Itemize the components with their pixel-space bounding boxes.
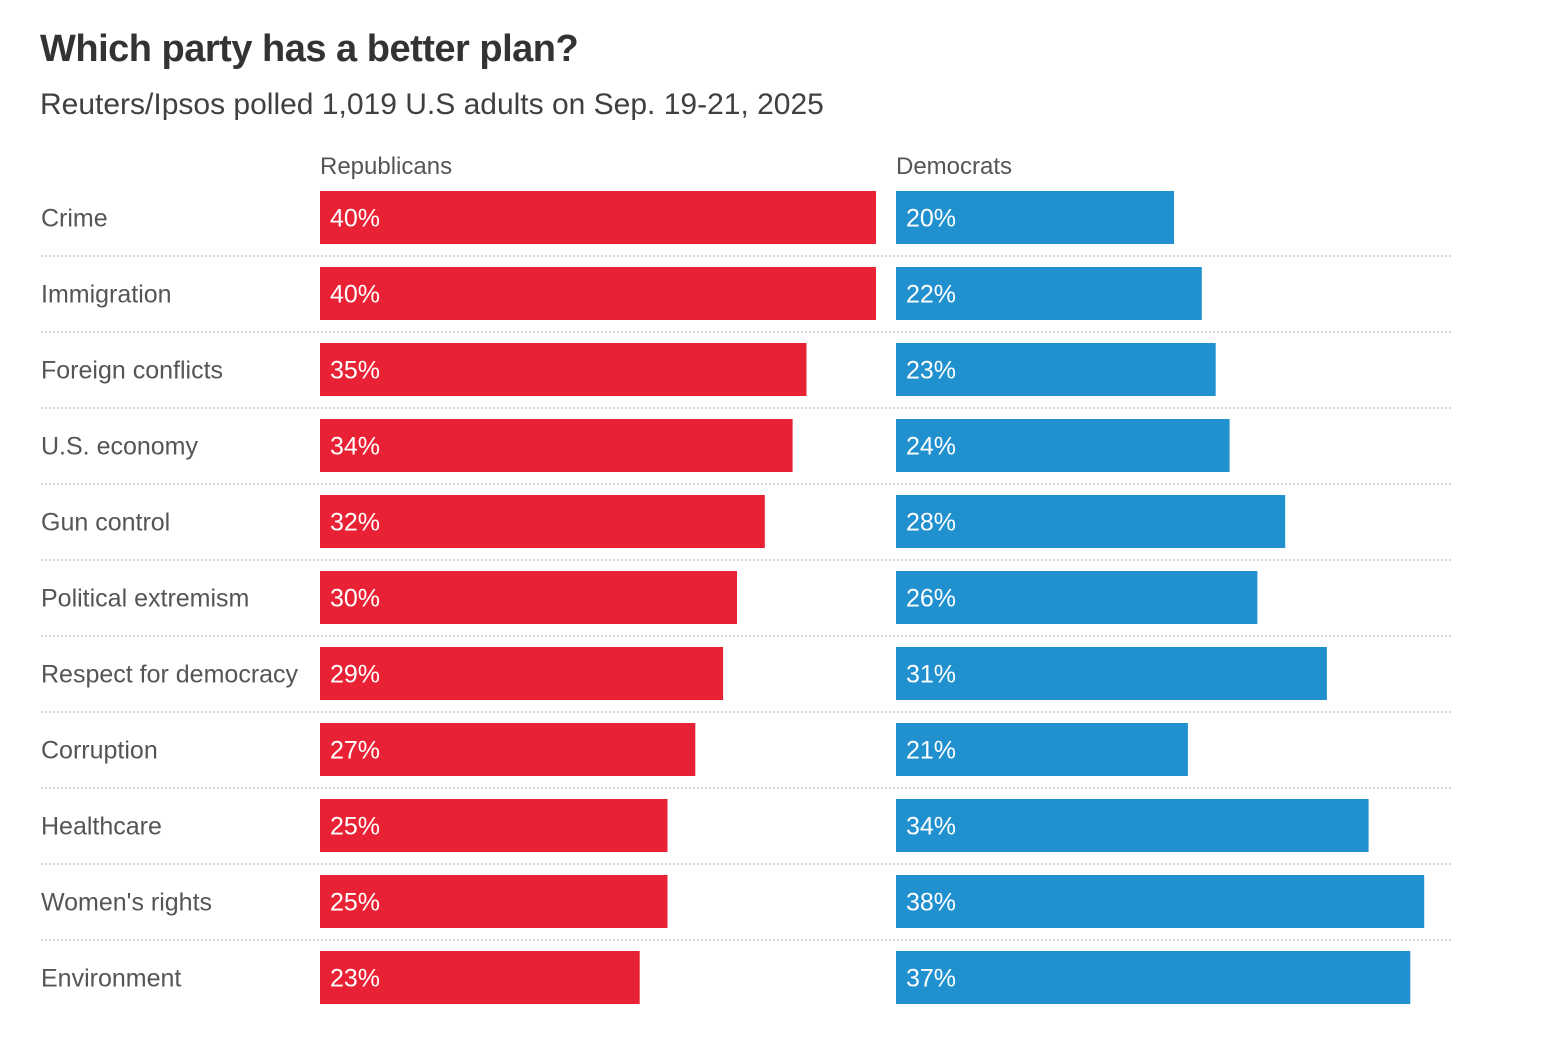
bar-democrats: [896, 343, 1216, 396]
category-label: Foreign conflicts: [41, 357, 223, 385]
category-label: Environment: [41, 965, 181, 993]
bar-democrats: [896, 799, 1369, 852]
series-header-republicans: Republicans: [320, 153, 452, 180]
category-label: Corruption: [41, 737, 158, 765]
category-label: Respect for democracy: [41, 661, 299, 689]
value-label-democrats: 26%: [906, 585, 956, 613]
chart-row-gun-control: Gun control 32% 28%: [41, 495, 1286, 548]
value-label-democrats: 21%: [906, 737, 956, 765]
value-label-democrats: 38%: [906, 889, 956, 917]
value-label-republicans: 23%: [330, 965, 380, 993]
chart-row-crime: Crime 40% 20%: [41, 191, 1174, 244]
category-label: Healthcare: [41, 813, 162, 841]
value-label-democrats: 20%: [906, 205, 956, 233]
chart-row-corruption: Corruption 27% 21%: [41, 723, 1188, 776]
bar-republicans: [320, 951, 640, 1004]
bar-democrats: [896, 875, 1425, 928]
chart-row-respect-for-democracy: Respect for democracy 29% 31%: [41, 647, 1327, 700]
value-label-democrats: 37%: [906, 965, 956, 993]
chart-row-environment: Environment 23% 37%: [41, 951, 1411, 1004]
bar-republicans: [320, 191, 876, 244]
bar-democrats: [896, 647, 1327, 700]
value-label-democrats: 23%: [906, 357, 956, 385]
value-label-republicans: 27%: [330, 737, 380, 765]
bar-democrats: [896, 191, 1174, 244]
bar-democrats: [896, 267, 1202, 320]
bar-democrats: [896, 571, 1258, 624]
chart-title: Which party has a better plan?: [40, 28, 579, 70]
chart-row-healthcare: Healthcare 25% 34%: [41, 799, 1369, 852]
chart-row-political-extremism: Political extremism 30% 26%: [41, 571, 1258, 624]
value-label-republicans: 40%: [330, 205, 380, 233]
category-label: Crime: [41, 205, 108, 233]
bar-democrats: [896, 723, 1188, 776]
chart-row-women-s-rights: Women's rights 25% 38%: [41, 875, 1425, 928]
chart-row-immigration: Immigration 40% 22%: [41, 267, 1202, 320]
chart-row-u-s-economy: U.S. economy 34% 24%: [41, 419, 1230, 472]
series-headers: Republicans Democrats: [320, 153, 1012, 180]
value-label-republicans: 32%: [330, 509, 380, 537]
value-label-republicans: 25%: [330, 813, 380, 841]
series-header-democrats: Democrats: [896, 153, 1012, 180]
bar-democrats: [896, 951, 1411, 1004]
bar-republicans: [320, 723, 696, 776]
category-label: Political extremism: [41, 585, 249, 613]
bar-republicans: [320, 267, 876, 320]
value-label-republicans: 29%: [330, 661, 380, 689]
value-label-democrats: 34%: [906, 813, 956, 841]
chart-rows: Crime 40% 20% Immigration 40% 22% Foreign conf…: [41, 191, 1425, 1004]
bar-democrats: [896, 419, 1230, 472]
bar-democrats: [896, 495, 1286, 548]
value-label-republicans: 34%: [330, 433, 380, 461]
value-label-republicans: 40%: [330, 281, 380, 309]
bar-republicans: [320, 419, 793, 472]
value-label-democrats: 24%: [906, 433, 956, 461]
bar-republicans: [320, 799, 668, 852]
category-label: Immigration: [41, 281, 172, 309]
value-label-democrats: 28%: [906, 509, 956, 537]
value-label-democrats: 31%: [906, 661, 956, 689]
category-label: Women's rights: [41, 889, 212, 917]
chart-subtitle: Reuters/Ipsos polled 1,019 U.S adults on…: [40, 88, 824, 121]
category-label: Gun control: [41, 509, 170, 537]
value-label-democrats: 22%: [906, 281, 956, 309]
bar-republicans: [320, 343, 807, 396]
value-label-republicans: 25%: [330, 889, 380, 917]
bar-republicans: [320, 495, 765, 548]
bar-republicans: [320, 647, 724, 700]
row-separators: [41, 255, 1452, 941]
bar-republicans: [320, 571, 737, 624]
chart-row-foreign-conflicts: Foreign conflicts 35% 23%: [41, 343, 1216, 396]
value-label-republicans: 30%: [330, 585, 380, 613]
category-label: U.S. economy: [41, 433, 199, 461]
value-label-republicans: 35%: [330, 357, 380, 385]
bar-republicans: [320, 875, 668, 928]
